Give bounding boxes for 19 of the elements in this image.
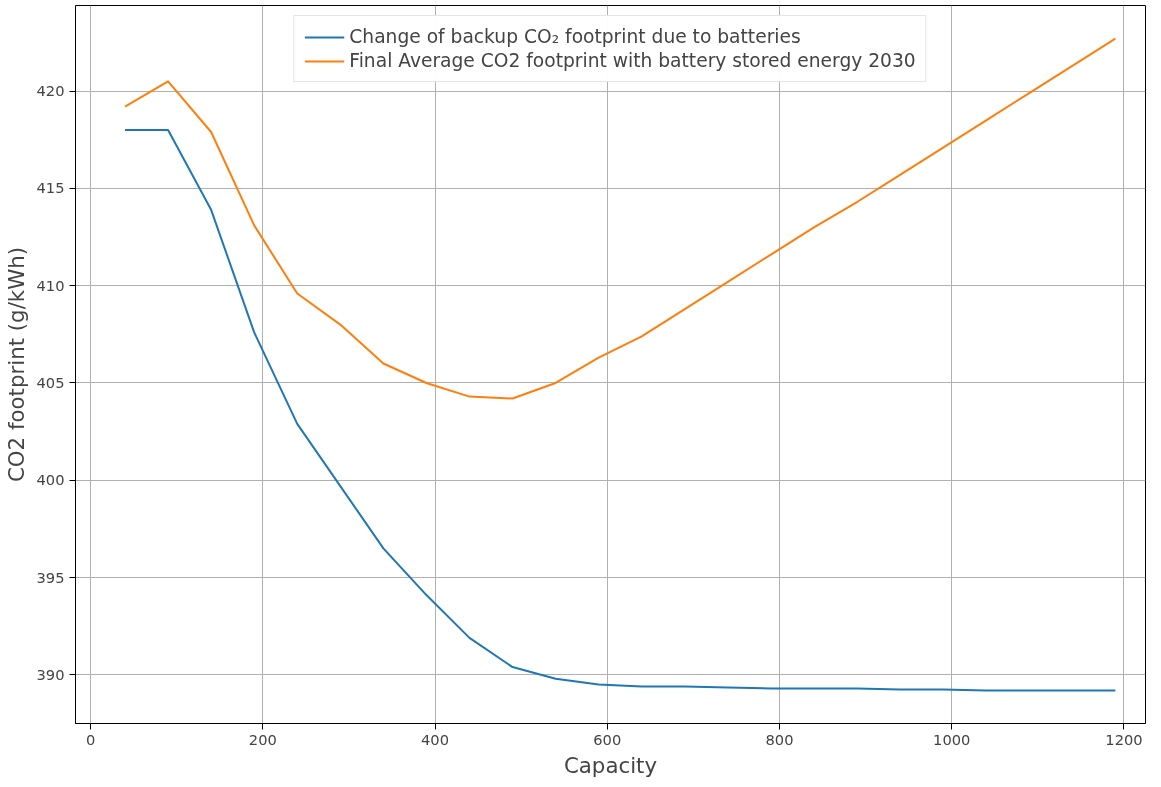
x-tick-label: 0	[85, 730, 96, 748]
x-tick-label: 200	[248, 730, 277, 748]
y-axis-title: CO2 footprint (g/kWh)	[3, 246, 29, 483]
y-tick-label: 405	[36, 373, 65, 391]
x-tick-label: 400	[421, 730, 450, 748]
y-tick-label: 395	[36, 568, 65, 586]
y-tick-label: 420	[36, 82, 65, 100]
line-series	[124, 129, 1117, 692]
y-tick-label: 410	[36, 276, 65, 294]
x-tick-label: 1000	[933, 730, 971, 748]
y-tick-label: 400	[36, 471, 65, 489]
x-tick-label: 1200	[1105, 730, 1143, 748]
legend-label: Change of backup CO₂ footprint due to batteries	[349, 26, 801, 47]
legend-label: Final Average CO2 footprint with battery stored energy 2030	[349, 50, 916, 71]
y-tick-label: 415	[36, 179, 65, 197]
x-tick-label: 600	[593, 730, 622, 748]
x-tick-label: 800	[765, 730, 794, 748]
y-tick-label: 390	[36, 665, 65, 683]
x-axis-title: Capacity	[563, 752, 658, 778]
